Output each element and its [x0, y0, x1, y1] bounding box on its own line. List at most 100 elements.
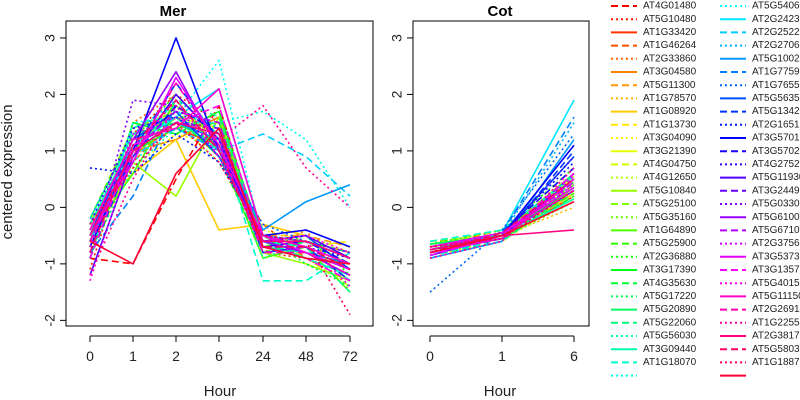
legend-label: AT5G56030	[643, 331, 697, 342]
mer-y-tick-label: 0	[42, 203, 58, 211]
legend-label: AT3G04580	[643, 67, 697, 78]
mer-series-line-at2g26910	[89, 82, 351, 276]
legend-label: AT3G21390	[643, 146, 697, 157]
legend-label: AT4G12650	[643, 172, 697, 183]
mer-x-tick-label: 2	[172, 348, 180, 364]
legend-label: AT3G57020	[752, 146, 800, 157]
panel-cot: Cot -2 -1 0 1 2 3 0 1 6 Hour	[389, 3, 590, 400]
legend-label: AT1G18870	[752, 357, 800, 368]
legend-label: AT5G11930	[752, 172, 800, 183]
legend-label: AT1G64890	[643, 225, 697, 236]
legend-label: AT5G20890	[643, 304, 697, 315]
legend-label: AT1G33420	[643, 27, 697, 38]
mer-x-tick-label: 24	[255, 348, 271, 364]
mer-series-line-at5g58030	[89, 99, 351, 271]
legend-label: AT2G25220	[752, 27, 800, 38]
legend-label: AT5G25100	[643, 199, 697, 210]
mer-x-axis: 0 1 2 6 24 48 72	[86, 335, 358, 364]
mer-y-tick-label: -1	[42, 257, 58, 270]
mer-y-tick-label: 1	[42, 147, 58, 155]
cot-y-tick-label: 2	[389, 90, 405, 98]
cot-y-tick-label: 1	[389, 147, 405, 155]
cot-series-line-at5g10020	[429, 139, 575, 259]
legend-label: AT2G26910	[752, 304, 800, 315]
legend-label: AT5G22060	[643, 317, 697, 328]
legend-label: AT5G25900	[643, 238, 697, 249]
legend-label: AT1G76550	[752, 80, 800, 91]
legend-label: AT5G17220	[643, 291, 697, 302]
legend-label: AT1G46264	[643, 40, 697, 51]
cot-series-line-at1g76550	[429, 133, 575, 293]
legend-label: AT2G16510	[752, 119, 800, 130]
legend-label: AT5G11300	[643, 80, 696, 91]
legend-label: AT1G18070	[643, 357, 697, 368]
legend-label: AT4G27520	[752, 159, 800, 170]
legend-label: AT2G36880	[643, 251, 697, 262]
cot-x-tick-label: 1	[498, 348, 506, 364]
cot-series-line-at2g16510	[429, 161, 575, 248]
legend-label: AT5G11150	[752, 291, 800, 302]
mer-series-line-at1g18870	[89, 121, 351, 316]
legend-label: AT2G33860	[643, 53, 697, 64]
mer-y-tick-label: 3	[42, 34, 58, 42]
legend-label: AT2G37560	[752, 238, 800, 249]
cot-y-tick-label: -1	[389, 257, 405, 270]
mer-series-group	[89, 37, 351, 316]
mer-x-tick-label: 72	[342, 348, 358, 364]
panel-mer: Mer -2 -1 0 1 2 3 0 1 2 6 24 48 72 Hour centered ex…	[0, 3, 374, 400]
cot-series-line-at5g11150	[429, 178, 575, 254]
mer-x-axis-title: Hour	[204, 383, 237, 400]
legend-label: AT1G78570	[643, 93, 697, 104]
cot-x-tick-label: 0	[426, 348, 434, 364]
legend-label: AT5G03300	[752, 199, 800, 210]
legend-label: AT5G10480	[643, 14, 697, 25]
cot-x-tick-label: 6	[570, 348, 578, 364]
legend-label: AT1G77590	[752, 67, 800, 78]
mer-y-tick-label: 2	[42, 90, 58, 98]
cot-plot-frame	[412, 20, 590, 327]
legend-label: AT2G27060	[752, 40, 800, 51]
mer-series-line-at5g11150	[89, 88, 351, 265]
cot-y-tick-label: -2	[389, 314, 405, 327]
cot-series-line-at2g36880	[429, 167, 575, 245]
cot-series-group	[429, 99, 575, 293]
legend-label: AT5G61000	[752, 212, 800, 223]
cot-x-axis: 0 1 6	[426, 335, 578, 364]
legend-label: AT5G54060	[752, 1, 800, 12]
cot-y-tick-label: 3	[389, 34, 405, 42]
legend-label: AT5G13420	[752, 106, 800, 117]
cot-y-tick-label: 0	[389, 203, 405, 211]
legend-label: AT3G13570	[752, 265, 800, 276]
cot-series-line-at1g18870	[429, 189, 575, 248]
legend-label: AT3G17390	[643, 265, 697, 276]
legend-label: AT1G13730	[643, 119, 697, 130]
mer-x-tick-label: 1	[129, 348, 137, 364]
legend-label: AT3G57010	[752, 133, 800, 144]
legend-label: AT1G22550	[752, 317, 800, 328]
y-axis-title: centered expression	[0, 104, 16, 239]
cot-series-line-at5g40150	[429, 184, 575, 251]
legend-label: AT1G08920	[643, 106, 697, 117]
legend-label: AT3G09440	[643, 344, 697, 355]
mer-series-line-unnamed-57	[89, 127, 351, 265]
cot-series-line-at3g53730	[429, 186, 575, 248]
mer-title: Mer	[160, 3, 187, 20]
cot-x-axis-title: Hour	[484, 383, 517, 400]
legend-label: AT3G04090	[643, 133, 697, 144]
cot-title: Cot	[488, 3, 513, 20]
legend-label: AT2G38170	[752, 331, 800, 342]
legend-label: AT5G40150	[752, 278, 800, 289]
mer-x-tick-label: 48	[298, 348, 314, 364]
legend-label: AT4G35630	[643, 278, 697, 289]
cot-series-line-at5g58030	[429, 178, 575, 254]
legend-label: AT5G56350	[752, 93, 800, 104]
legend: AT4G01480 AT5G10480 AT1G33420 AT1G46264 AT2G…	[611, 1, 800, 377]
cot-series-line-unnamed-57	[429, 200, 575, 254]
cot-y-axis: -2 -1 0 1 2 3	[389, 34, 413, 327]
legend-label: AT4G01480	[643, 1, 697, 12]
legend-label: AT2G24230	[752, 14, 800, 25]
legend-label: AT5G10840	[643, 185, 697, 196]
legend-label: AT5G35160	[643, 212, 697, 223]
cot-series-line-at2g24230	[429, 99, 575, 251]
